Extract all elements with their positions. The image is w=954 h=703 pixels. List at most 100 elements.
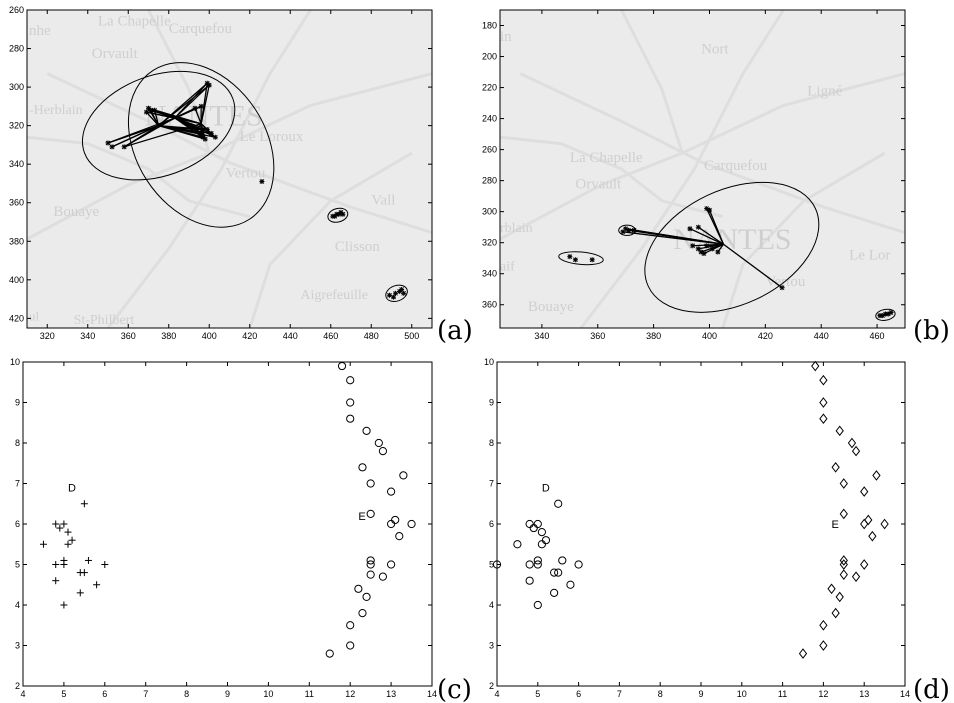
plus-marker (64, 528, 72, 536)
circle-marker (537, 528, 546, 537)
panel-label: (a) (437, 316, 473, 346)
x-tick-label: 7 (617, 689, 622, 699)
center-link (706, 243, 724, 247)
diamond-marker (864, 514, 873, 526)
panel-c: 4 5 6 7 8 9 10 11 12 13 14 2 3 4 5 6 7 8 9 10 D E (c) (10, 357, 472, 703)
data-point (208, 130, 214, 136)
data-point (687, 226, 693, 232)
x-tick-label: 10 (263, 689, 273, 699)
circle-marker (407, 519, 416, 529)
circle-marker (537, 540, 546, 549)
class-label: E (358, 511, 365, 523)
center-link (158, 124, 216, 138)
diamond-marker (831, 461, 840, 473)
circle-marker (346, 376, 355, 385)
diamond-marker (860, 518, 869, 530)
map-road (27, 135, 251, 219)
y-tick-label: 320 (482, 238, 497, 248)
circle-marker (395, 532, 404, 541)
y-tick-label: 420 (9, 313, 24, 323)
circle-marker (533, 519, 542, 529)
class-label: D (542, 483, 550, 495)
axes-frame (499, 9, 906, 329)
y-tick-label: 7 (489, 479, 494, 489)
x-tick-label: 4 (494, 689, 499, 699)
circle-marker (550, 568, 559, 577)
map-place-label: St-Philbert (74, 313, 135, 328)
map-place-label: Le Loroux (240, 129, 304, 145)
data-point (704, 243, 710, 249)
diamond-marker (860, 559, 869, 570)
panel-d: 4 5 6 7 8 9 10 11 12 13 14 2 3 4 5 6 7 8 9 10 D E (d) (484, 357, 950, 703)
center-link (153, 110, 160, 126)
cluster-ellipse (127, 62, 275, 228)
x-tick-label: 5 (535, 689, 540, 699)
x-tick-label: 5 (61, 689, 66, 699)
y-tick-label: 180 (482, 21, 497, 31)
y-tick-label: 10 (10, 357, 20, 367)
y-tick-label: 3 (15, 641, 20, 651)
diamond-marker (835, 591, 844, 603)
x-tick-label: 340 (80, 331, 95, 341)
circle-marker (346, 641, 355, 650)
y-tick-label: 7 (15, 479, 20, 489)
circle-marker (346, 414, 355, 423)
x-tick-label: 400 (202, 331, 217, 341)
data-point (393, 290, 399, 296)
circle-marker (533, 560, 542, 569)
map-place-label: Orvault (92, 46, 139, 62)
diamond-marker (819, 413, 828, 425)
small-cluster-ellipse (875, 308, 896, 321)
data-point (567, 254, 573, 260)
map-place-label: Clisson (335, 239, 381, 255)
diamond-marker (868, 530, 877, 542)
small-cluster-ellipse (558, 251, 604, 266)
y-tick-label: 260 (482, 145, 497, 155)
y-tick-label: 360 (482, 300, 497, 310)
circle-marker (387, 519, 396, 529)
axes-frame (26, 9, 433, 329)
circle-marker (541, 536, 551, 545)
center-link (708, 209, 725, 245)
x-tick-label: 400 (702, 331, 717, 341)
x-tick-label: 11 (305, 689, 314, 699)
map-road (46, 72, 432, 235)
circle-marker (554, 568, 563, 577)
data-point (206, 82, 212, 88)
circle-marker (391, 515, 400, 525)
y-tick-label: 5 (489, 560, 494, 570)
diamond-marker (851, 445, 861, 457)
y-tick-label: 6 (489, 519, 494, 529)
y-tick-label: 320 (9, 121, 24, 131)
circle-marker (554, 499, 563, 508)
x-tick-label: 360 (121, 331, 136, 341)
diamond-marker (839, 555, 848, 566)
y-tick-label: 4 (489, 600, 494, 610)
map-background: Nort Ligné in La Chapelle Carquefou Orvault rb… (500, 10, 905, 328)
data-point (701, 251, 707, 257)
data-point (888, 309, 894, 315)
x-tick-label: 340 (534, 331, 549, 341)
data-point (259, 179, 265, 185)
cluster-ellipse (644, 181, 820, 313)
circle-marker (550, 588, 559, 597)
center-link (158, 125, 206, 140)
map-place-label: Vall (371, 193, 395, 209)
y-tick-label: 8 (489, 438, 494, 448)
x-tick-label: 13 (386, 689, 396, 699)
data-point (625, 227, 631, 233)
circle-marker (354, 584, 363, 593)
map-road (620, 10, 684, 154)
y-tick-label: 8 (15, 438, 20, 448)
data-point (391, 294, 397, 300)
diamond-marker (851, 571, 861, 582)
diamond-marker (819, 397, 828, 408)
x-tick-label: 380 (646, 331, 661, 341)
diamond-marker (872, 470, 881, 481)
y-tick-label: 400 (9, 275, 24, 285)
x-tick-label: 440 (814, 331, 829, 341)
x-tick-label: 380 (161, 331, 176, 341)
data-point (204, 126, 210, 132)
y-tick-label: 6 (15, 519, 20, 529)
